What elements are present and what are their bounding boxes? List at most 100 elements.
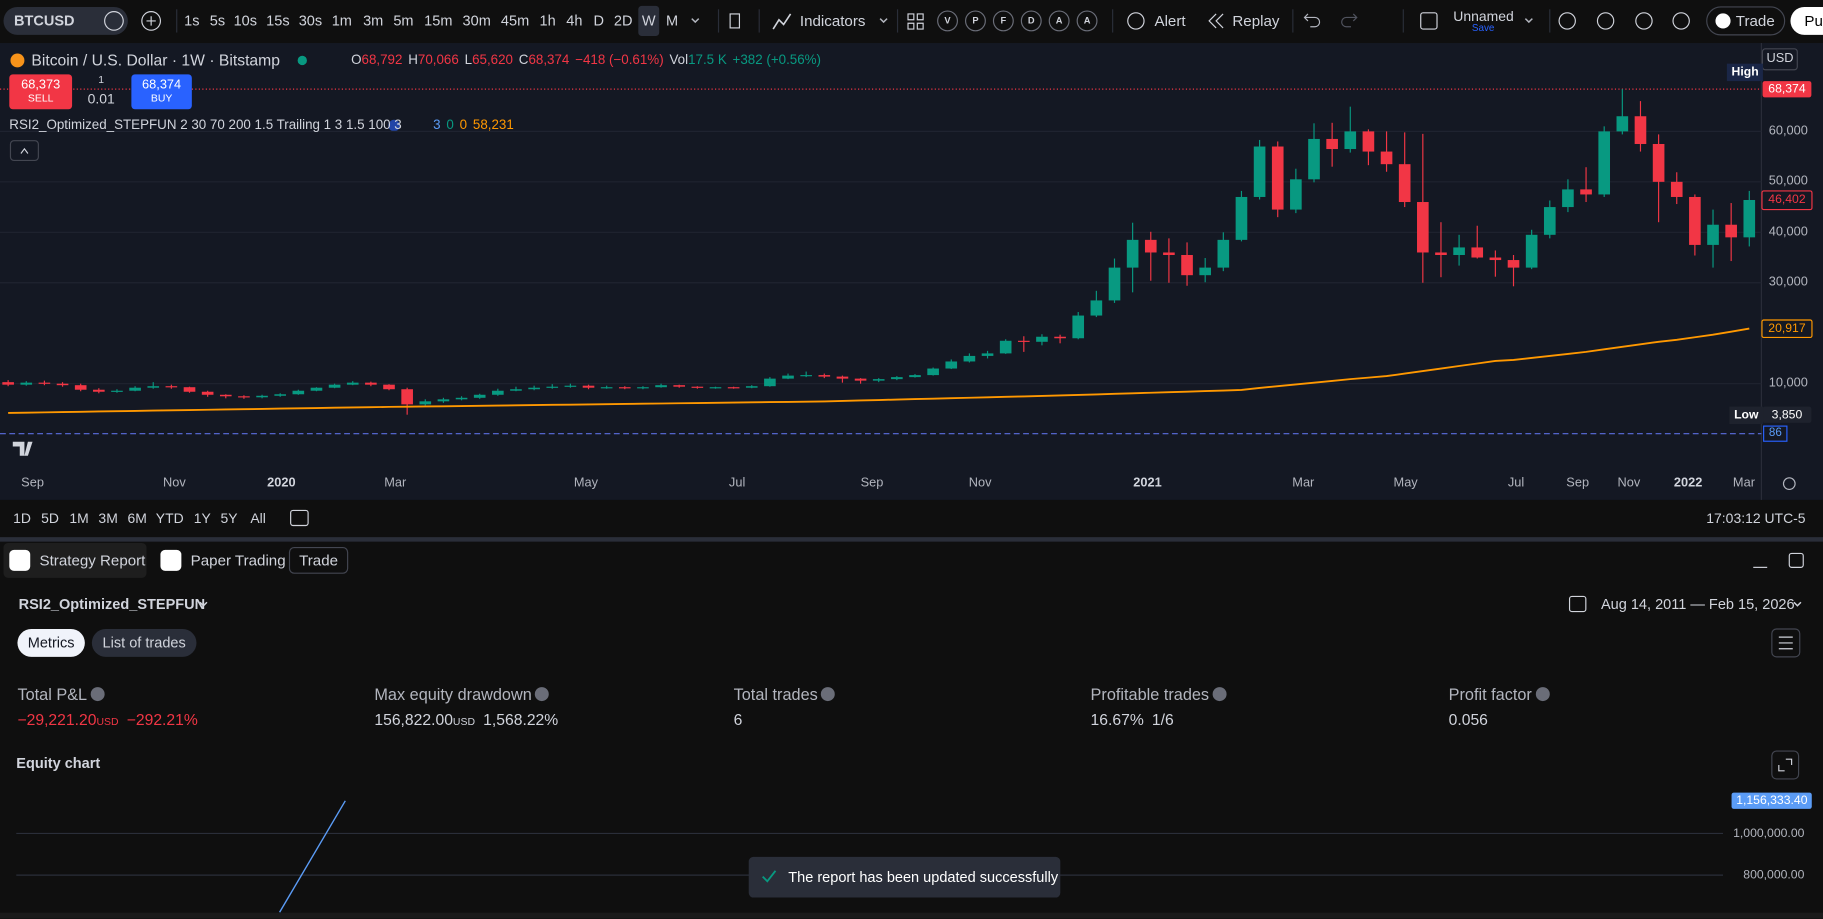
range-button[interactable]: 1M bbox=[69, 510, 89, 527]
expand-button[interactable] bbox=[1771, 750, 1800, 780]
currency-button[interactable]: USD bbox=[1761, 48, 1799, 71]
calendar-icon[interactable] bbox=[1568, 595, 1587, 613]
interval-button[interactable]: 1h bbox=[539, 12, 556, 29]
view-tab[interactable]: Metrics bbox=[27, 634, 75, 651]
redo-icon[interactable] bbox=[1341, 13, 1358, 28]
view-tab-bg[interactable] bbox=[91, 628, 197, 657]
candle-body bbox=[147, 386, 160, 388]
publish-pill[interactable] bbox=[1790, 6, 1823, 35]
indicators-button[interactable]: Indicators bbox=[799, 12, 866, 30]
sell-button[interactable]: 68,373 bbox=[9, 74, 73, 110]
study-button-ring[interactable] bbox=[1020, 10, 1042, 32]
study-button-ring[interactable] bbox=[992, 10, 1014, 32]
interval-button[interactable]: 1s bbox=[184, 12, 200, 29]
study-button-ring[interactable] bbox=[964, 10, 986, 32]
buy-button[interactable]: 68,374 bbox=[131, 74, 192, 110]
study-button-ring[interactable] bbox=[1076, 10, 1098, 32]
tab[interactable]: Strategy Report bbox=[39, 551, 146, 570]
export-button[interactable] bbox=[1771, 628, 1801, 658]
interval-button[interactable]: 2D bbox=[613, 12, 633, 29]
candle-body bbox=[1435, 252, 1447, 256]
replay-button[interactable]: Replay bbox=[1232, 12, 1280, 30]
interval-button[interactable]: 30s bbox=[298, 12, 323, 29]
interval-button[interactable]: 5s bbox=[209, 12, 226, 29]
candle-body bbox=[346, 382, 359, 385]
interval-button[interactable]: 3m bbox=[363, 12, 384, 29]
compare-icon[interactable] bbox=[141, 11, 162, 31]
range-button[interactable]: 3M bbox=[98, 510, 118, 527]
range-button[interactable]: 6M bbox=[127, 510, 147, 527]
interval-button[interactable]: W bbox=[641, 12, 656, 29]
range-button[interactable]: All bbox=[250, 510, 266, 527]
candle-body bbox=[74, 385, 87, 390]
view-tab[interactable]: List of trades bbox=[102, 634, 186, 651]
range-button[interactable]: 1D bbox=[13, 510, 32, 527]
candle-body bbox=[455, 397, 468, 400]
candle-body bbox=[1308, 138, 1320, 180]
candle-body bbox=[909, 375, 921, 378]
interval-button[interactable]: 30m bbox=[462, 12, 491, 29]
symbol-search-icon[interactable] bbox=[104, 11, 124, 31]
quantity[interactable]: 0.01 bbox=[87, 90, 115, 107]
symbol-pill[interactable] bbox=[3, 6, 128, 35]
toolbar-icon[interactable] bbox=[1558, 12, 1576, 30]
ohlc-key: H bbox=[408, 53, 418, 68]
range-button[interactable]: YTD bbox=[155, 510, 184, 527]
interval-button[interactable]: 1m bbox=[331, 12, 352, 29]
chart-type-icon[interactable] bbox=[729, 13, 741, 29]
indicators-icon[interactable] bbox=[772, 13, 792, 30]
candle-body bbox=[56, 383, 69, 386]
maximize-icon[interactable] bbox=[1788, 552, 1804, 568]
templates-icon[interactable] bbox=[907, 13, 924, 30]
range-button[interactable]: 5D bbox=[41, 510, 59, 527]
interval-button[interactable]: 10s bbox=[233, 12, 258, 29]
interval-button[interactable]: 5m bbox=[393, 12, 414, 29]
range-bar-bg bbox=[0, 499, 1823, 538]
interval-button[interactable]: 4h bbox=[566, 12, 583, 29]
interval-button[interactable]: 45m bbox=[500, 12, 530, 29]
date-range[interactable]: Aug 14, 2011 — Feb 15, 2026 bbox=[1600, 596, 1795, 613]
range-button[interactable]: 5Y bbox=[220, 510, 238, 527]
study-button[interactable]: V bbox=[944, 15, 951, 26]
collapse-icon bbox=[20, 147, 29, 154]
interval-button[interactable]: M bbox=[665, 12, 679, 29]
study-button[interactable]: P bbox=[972, 15, 979, 26]
study-button-ring[interactable] bbox=[937, 10, 959, 32]
interval-button[interactable]: D bbox=[593, 12, 605, 29]
trade-button[interactable]: Trade bbox=[1735, 12, 1775, 30]
tab-active[interactable] bbox=[3, 542, 147, 578]
trade-pill[interactable] bbox=[1706, 6, 1786, 36]
study-button[interactable]: D bbox=[1027, 15, 1035, 26]
study-button[interactable]: A bbox=[1055, 15, 1063, 26]
undo-icon[interactable] bbox=[1303, 13, 1321, 28]
tab-button[interactable] bbox=[288, 547, 349, 574]
candle-body bbox=[1054, 336, 1066, 339]
interval-button[interactable]: 15s bbox=[266, 12, 290, 29]
study-button[interactable]: F bbox=[1000, 15, 1007, 26]
tab[interactable]: Trade bbox=[299, 551, 339, 570]
toolbar-icon[interactable] bbox=[1635, 12, 1653, 30]
date-range-icon[interactable] bbox=[290, 509, 309, 527]
alert-button[interactable]: Alert bbox=[1154, 12, 1186, 30]
toolbar-icon[interactable] bbox=[1596, 12, 1615, 30]
interval-button[interactable]: 15m bbox=[424, 12, 453, 29]
publish-button[interactable]: Pub bbox=[1804, 12, 1823, 30]
tab[interactable]: Paper Trading bbox=[190, 551, 286, 570]
toolbar-icon[interactable] bbox=[1672, 12, 1690, 30]
candle-body bbox=[1090, 300, 1103, 316]
candle-body bbox=[927, 368, 939, 376]
axis-settings-icon[interactable] bbox=[1782, 477, 1796, 491]
layout-name[interactable]: Unnamed bbox=[1453, 8, 1514, 25]
study-button[interactable]: A bbox=[1083, 15, 1091, 26]
range-button[interactable]: 1Y bbox=[193, 510, 211, 527]
collapse-button[interactable] bbox=[9, 140, 39, 162]
alert-icon[interactable] bbox=[1127, 12, 1145, 30]
y-tick-label: 60,000 bbox=[1768, 123, 1808, 138]
layout-icon[interactable] bbox=[1420, 12, 1438, 30]
strategy-select[interactable]: RSI2_Optimized_STEPFUN bbox=[18, 596, 206, 613]
symbol[interactable]: BTCUSD bbox=[13, 12, 75, 29]
replay-icon[interactable] bbox=[1208, 13, 1224, 29]
view-tab-active[interactable] bbox=[17, 628, 85, 657]
study-button-ring[interactable] bbox=[1048, 10, 1070, 32]
change: −418 (−0.61%) bbox=[575, 53, 664, 68]
